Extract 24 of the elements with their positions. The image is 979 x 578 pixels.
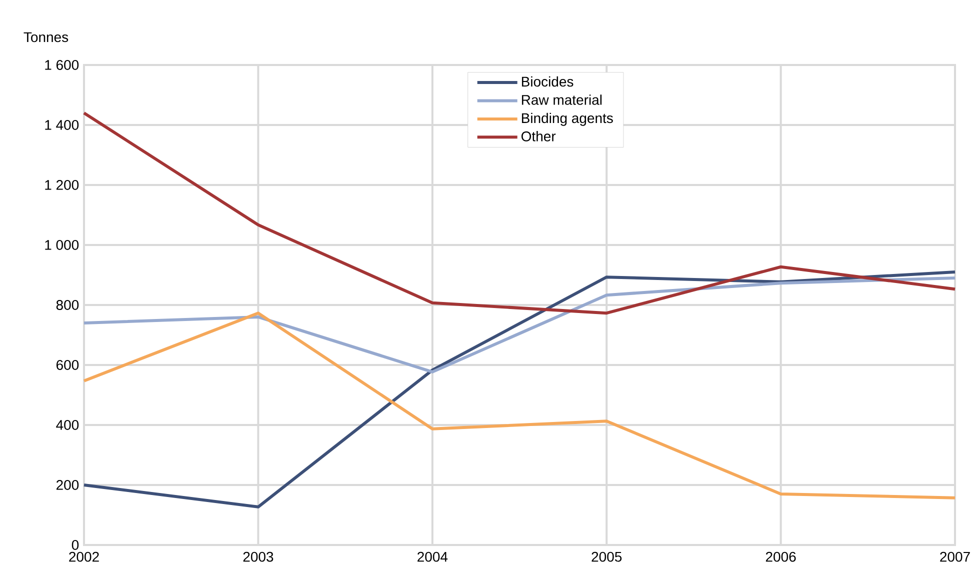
y-tick-label: 600 <box>56 360 79 370</box>
line-series <box>82 270 957 508</box>
x-tick-label: 2004 <box>418 552 448 562</box>
line-series <box>82 276 957 374</box>
line-series <box>82 312 957 500</box>
line-series <box>82 111 957 315</box>
legend-label: Raw material <box>522 94 602 105</box>
y-tick-label: 200 <box>56 480 79 490</box>
x-tick-label: 2002 <box>69 552 99 562</box>
x-tick-label: 2005 <box>592 552 622 562</box>
y-tick-label: 800 <box>56 300 79 310</box>
y-tick-label: 0 <box>72 540 79 550</box>
x-tick-label: 2003 <box>243 552 274 562</box>
legend-label: Biocides <box>522 76 574 87</box>
legend-label: Binding agents <box>522 112 613 126</box>
y-tick-label: 400 <box>56 420 79 430</box>
x-tick-label: 2006 <box>766 552 796 562</box>
legend-label: Other <box>521 131 556 142</box>
y-tick-label: 1 000 <box>45 240 79 250</box>
y-axis-title: Tonnes <box>24 32 68 42</box>
x-tick-label: 2007 <box>940 552 970 562</box>
y-tick-label: 1 400 <box>45 120 79 130</box>
y-tick-label: 1 600 <box>45 60 79 70</box>
y-tick-label: 1 200 <box>45 180 79 190</box>
